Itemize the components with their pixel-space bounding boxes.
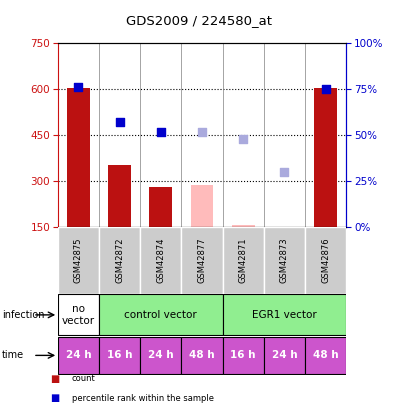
- Text: EGR1 vector: EGR1 vector: [252, 310, 317, 320]
- Text: 16 h: 16 h: [230, 350, 256, 360]
- Text: GDS2009 / 224580_at: GDS2009 / 224580_at: [126, 14, 272, 27]
- Point: [322, 85, 329, 92]
- Text: 24 h: 24 h: [66, 350, 91, 360]
- Point: [75, 84, 82, 90]
- Text: GSM42872: GSM42872: [115, 237, 124, 283]
- Point: [281, 168, 288, 175]
- Bar: [314, 88, 337, 227]
- Bar: [58, 294, 99, 335]
- Bar: [222, 337, 264, 374]
- Text: GSM42877: GSM42877: [197, 237, 207, 283]
- Bar: [140, 227, 181, 294]
- Bar: [222, 294, 346, 335]
- Text: infection: infection: [2, 310, 45, 320]
- Bar: [58, 227, 99, 294]
- Text: GSM42875: GSM42875: [74, 237, 83, 283]
- Bar: [99, 337, 140, 374]
- Bar: [181, 227, 222, 294]
- Text: ■: ■: [50, 393, 59, 403]
- Bar: [140, 337, 181, 374]
- Text: GSM42876: GSM42876: [321, 237, 330, 283]
- Text: count: count: [72, 374, 96, 383]
- Text: GSM42873: GSM42873: [280, 237, 289, 283]
- Bar: [232, 225, 255, 227]
- Text: 48 h: 48 h: [313, 350, 338, 360]
- Text: 24 h: 24 h: [271, 350, 297, 360]
- Text: ■: ■: [50, 374, 59, 384]
- Bar: [264, 337, 305, 374]
- Bar: [305, 337, 346, 374]
- Bar: [305, 227, 346, 294]
- Text: time: time: [2, 350, 24, 360]
- Text: control vector: control vector: [125, 310, 197, 320]
- Text: no
vector: no vector: [62, 304, 95, 326]
- Bar: [67, 88, 90, 227]
- Bar: [191, 185, 213, 227]
- Point: [158, 128, 164, 135]
- Bar: [222, 227, 264, 294]
- Bar: [264, 227, 305, 294]
- Text: 24 h: 24 h: [148, 350, 174, 360]
- Bar: [149, 187, 172, 227]
- Bar: [99, 227, 140, 294]
- Bar: [58, 337, 99, 374]
- Bar: [108, 165, 131, 227]
- Point: [199, 128, 205, 135]
- Point: [116, 119, 123, 126]
- Text: 48 h: 48 h: [189, 350, 215, 360]
- Text: GSM42874: GSM42874: [156, 237, 165, 283]
- Bar: [99, 294, 222, 335]
- Point: [240, 136, 246, 143]
- Text: percentile rank within the sample: percentile rank within the sample: [72, 394, 214, 403]
- Text: 16 h: 16 h: [107, 350, 132, 360]
- Bar: [181, 337, 222, 374]
- Text: GSM42871: GSM42871: [239, 237, 248, 283]
